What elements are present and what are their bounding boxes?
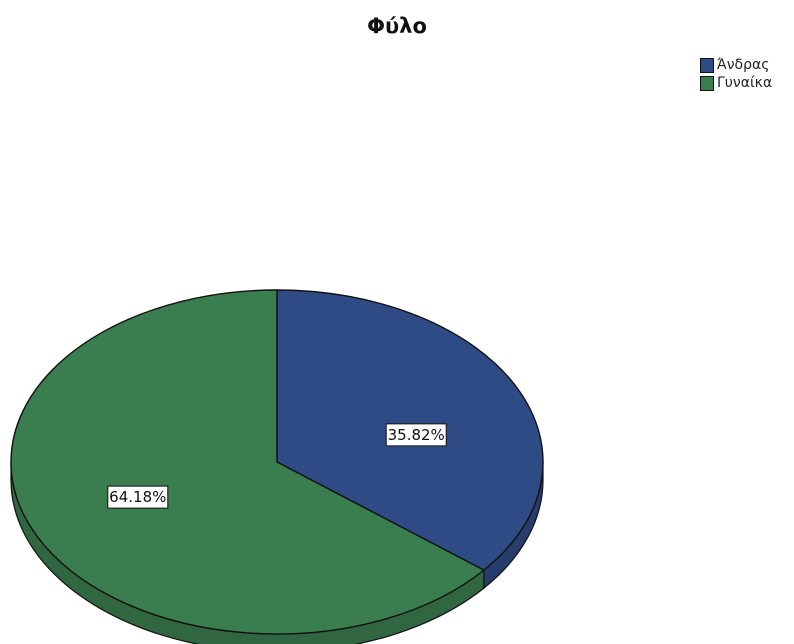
legend-swatch-female bbox=[700, 75, 714, 91]
legend-swatch-male bbox=[700, 57, 714, 73]
data-label-text: 35.82% bbox=[388, 426, 445, 444]
chart-title: Φύλο bbox=[367, 14, 427, 38]
pie-slice-female bbox=[10, 289, 486, 635]
legend-item-male: Άνδρας bbox=[700, 56, 772, 74]
legend-item-female: Γυναίκα bbox=[700, 74, 772, 92]
data-label-box bbox=[107, 485, 169, 509]
data-label-text: 64.18% bbox=[109, 488, 166, 506]
legend-label-male: Άνδρας bbox=[717, 57, 770, 73]
legend: Άνδρας Γυναίκα bbox=[700, 56, 772, 92]
data-label-male: 35.82% bbox=[385, 423, 447, 447]
legend-label-female: Γυναίκα bbox=[717, 75, 773, 91]
data-label-box bbox=[385, 423, 447, 447]
data-label-female: 64.18% bbox=[107, 485, 169, 509]
